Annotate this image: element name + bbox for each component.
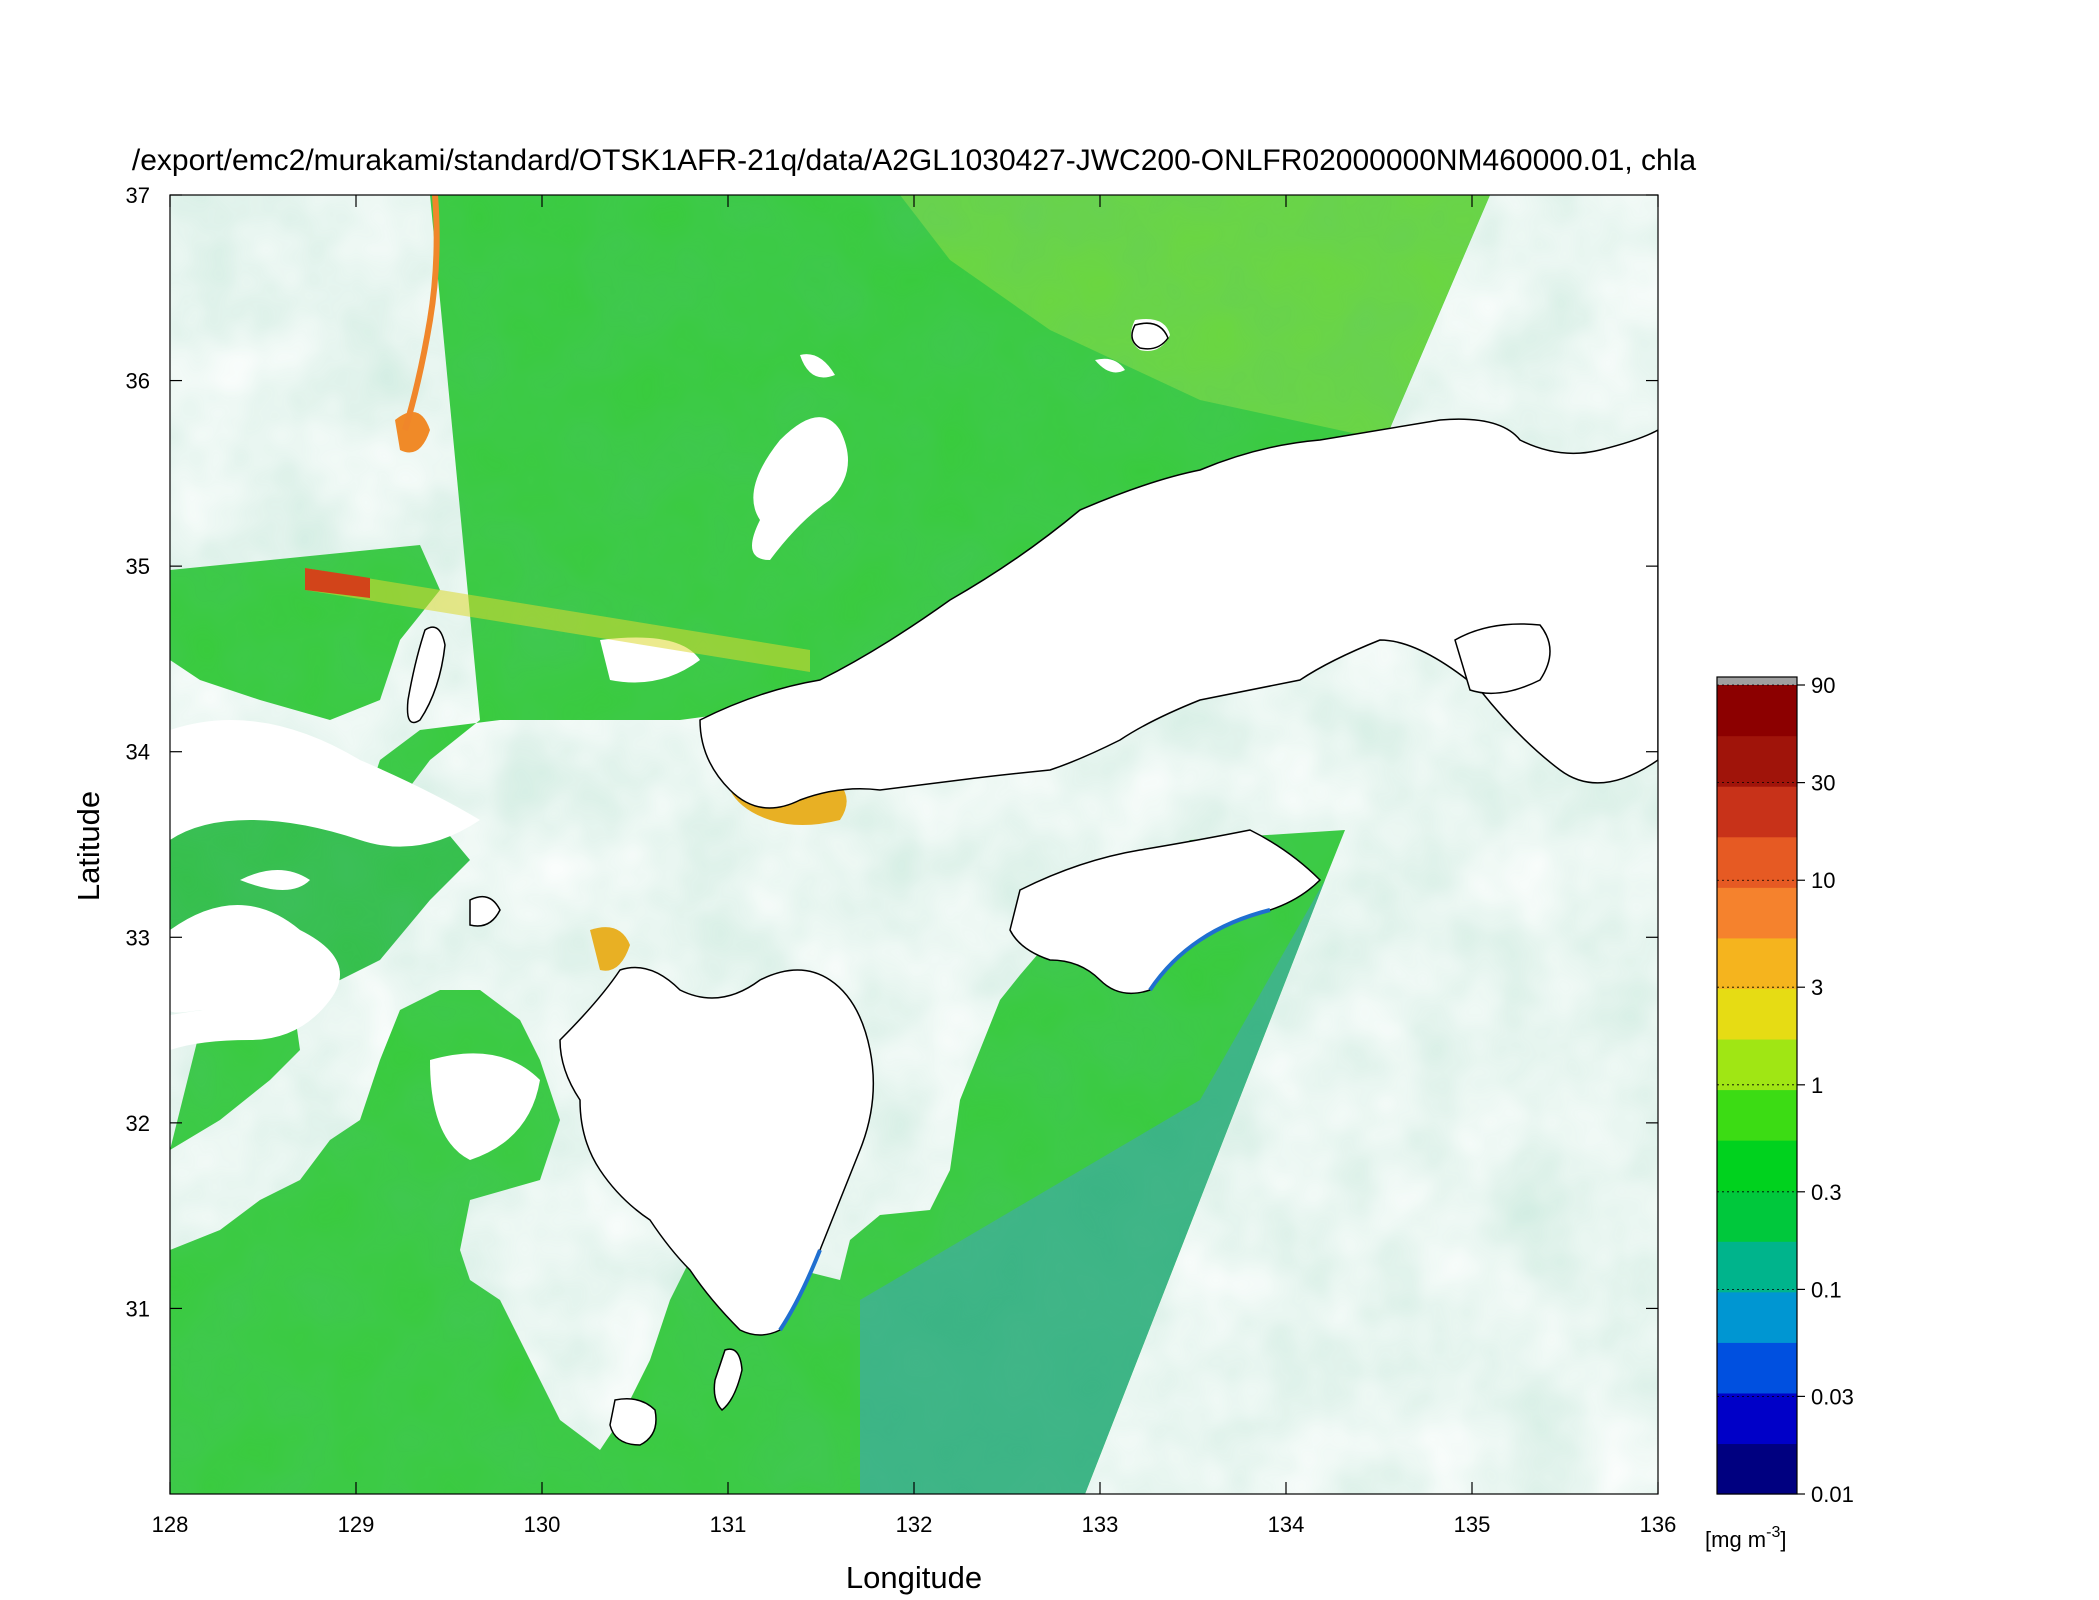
- colorbar-swatch: [1717, 1140, 1797, 1192]
- kii-peninsula: [1454, 623, 1551, 695]
- colorbar-swatch: [1717, 887, 1797, 939]
- cloud-gap-8: [430, 1053, 540, 1160]
- colorbar-swatch: [1717, 1241, 1797, 1293]
- tanegashima: [713, 1348, 743, 1411]
- x-tick-label: 136: [1640, 1512, 1677, 1537]
- stripe-hotspot: [305, 568, 370, 598]
- colorbar-swatch: [1717, 1392, 1797, 1445]
- bloom-bay: [590, 927, 630, 971]
- y-tick-label: 37: [126, 183, 150, 208]
- colorbar-unit: [mg m-3]: [1705, 1524, 1786, 1552]
- y-tick-label: 32: [126, 1111, 150, 1136]
- colorbar-tick-label: 0.01: [1811, 1482, 1854, 1507]
- colorbar-swatch: [1717, 1089, 1797, 1141]
- colorbar-swatch: [1717, 1038, 1797, 1091]
- kyushu: [559, 966, 875, 1336]
- x-tick-label: 132: [896, 1512, 933, 1537]
- coast-fringe-shikoku: [1148, 908, 1271, 992]
- colorbar-unit-exponent: -3: [1766, 1524, 1780, 1541]
- bloom-coast-west: [395, 412, 430, 453]
- colorbar-swatch: [1717, 1291, 1797, 1343]
- y-axis: 31 32 33 34 35 36 37: [126, 183, 1658, 1321]
- y-tick-label: 36: [126, 369, 150, 394]
- cloud-gap-4: [1095, 358, 1125, 373]
- x-tick-label: 135: [1454, 1512, 1491, 1537]
- tsushima: [406, 626, 446, 724]
- colorbar-overflow: [1717, 677, 1797, 685]
- coast-fringe-north: [402, 195, 440, 431]
- y-tick-label: 31: [126, 1296, 150, 1321]
- cloud-gap-5: [170, 720, 480, 847]
- colorbar-tick-label: 0.3: [1811, 1180, 1842, 1205]
- colorbar-tick-label: 0.03: [1811, 1384, 1854, 1409]
- colorbar-swatch: [1717, 937, 1797, 989]
- x-axis: 128 129 130 131 132 133 134 135 136: [152, 195, 1677, 1537]
- yakushima: [609, 1398, 657, 1446]
- colorbar-swatch: [1717, 735, 1797, 787]
- x-axis-label: Longitude: [846, 1560, 982, 1595]
- x-tick-label: 130: [524, 1512, 561, 1537]
- colorbar-swatch: [1717, 1443, 1797, 1495]
- oki-island: [1131, 322, 1169, 350]
- swath-stripe: [305, 568, 810, 672]
- colorbar-tick-label: 90: [1811, 673, 1835, 698]
- x-tick-label: 133: [1082, 1512, 1119, 1537]
- x-tick-label: 131: [710, 1512, 747, 1537]
- colorbar-swatch: [1717, 988, 1797, 1040]
- coast-fringe-kyushu: [778, 1249, 822, 1332]
- cloud-gap-7: [240, 870, 310, 890]
- cloud-gap-9: [170, 1000, 330, 1050]
- cloud-gap-6: [170, 905, 340, 1013]
- colorbar-swatch: [1717, 786, 1797, 838]
- y-tick-label: 34: [126, 740, 150, 765]
- map-panel: [170, 195, 1658, 1494]
- colorbar-swatch: [1717, 836, 1797, 888]
- colorbar-tick-label: 3: [1811, 975, 1823, 1000]
- colorbar-tick-label: 30: [1811, 771, 1835, 796]
- y-tick-label: 35: [126, 554, 150, 579]
- cloud-gap-1: [752, 417, 848, 560]
- y-tick-label: 33: [126, 925, 150, 950]
- colorbar-swatch: [1717, 1342, 1797, 1394]
- cloud-gap-2: [800, 354, 835, 378]
- colorbar-swatch: [1717, 1190, 1797, 1242]
- colorbar-swatch: [1717, 685, 1797, 737]
- x-tick-label: 134: [1268, 1512, 1305, 1537]
- figure-title: /export/emc2/murakami/standard/OTSK1AFR-…: [132, 144, 1696, 177]
- y-axis-label: Latitude: [71, 791, 106, 901]
- x-tick-label: 128: [152, 1512, 189, 1537]
- colorbar-tick-label: 10: [1811, 868, 1835, 893]
- colorbar: 90 30 10 3 1 0.3 0.1 0.03 0.01: [1716, 673, 1854, 1507]
- honshu-west: [699, 418, 1658, 809]
- goto-islands: [469, 895, 501, 927]
- colorbar-tick-label: 0.1: [1811, 1277, 1842, 1302]
- x-tick-label: 129: [338, 1512, 375, 1537]
- coastline-group: [406, 322, 1658, 1446]
- colorbar-unit-prefix: [mg m: [1705, 1527, 1766, 1552]
- colorbar-tick-label: 1: [1811, 1073, 1823, 1098]
- colorbar-unit-suffix: ]: [1780, 1527, 1786, 1552]
